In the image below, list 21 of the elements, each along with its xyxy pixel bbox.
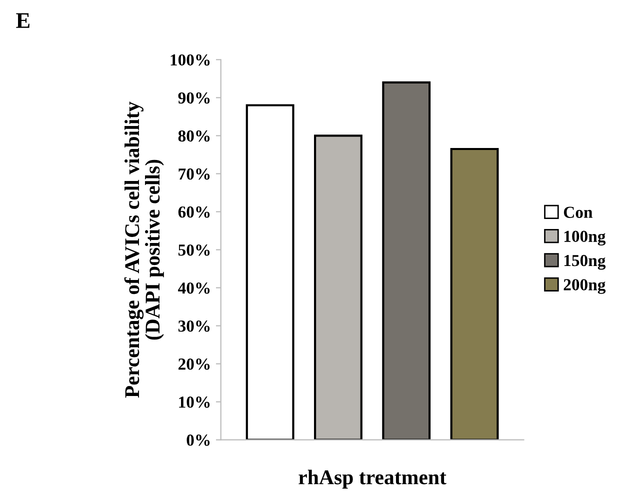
legend-label: 100ng bbox=[564, 230, 606, 246]
legend-label: 200ng bbox=[564, 279, 606, 294]
legend-label: Con bbox=[564, 206, 593, 218]
y-tick-label: 80% bbox=[178, 130, 210, 142]
x-axis-title: rhAsp treatment bbox=[298, 470, 446, 489]
y-axis-title: Percentage of AVICs cell viability (DAPI positive cells) bbox=[124, 102, 164, 398]
text: E bbox=[16, 13, 30, 28]
bar bbox=[246, 104, 294, 440]
y-tick-label: 20% bbox=[178, 358, 210, 370]
y-tick-label: 60% bbox=[178, 206, 210, 218]
bar bbox=[382, 81, 431, 440]
y-tick-label: 70% bbox=[178, 168, 210, 180]
y-tick-label: 30% bbox=[178, 320, 210, 332]
y-tick-label: 90% bbox=[178, 92, 210, 104]
y-tick-label: 0% bbox=[186, 434, 210, 446]
y-tick-label: 40% bbox=[178, 282, 210, 294]
y-tick-label: 10% bbox=[179, 396, 210, 408]
y-tick-label: 100% bbox=[170, 54, 210, 66]
legend-label: 150ng bbox=[564, 254, 606, 270]
bar bbox=[450, 148, 499, 440]
y-tick-label: 50% bbox=[178, 244, 210, 256]
